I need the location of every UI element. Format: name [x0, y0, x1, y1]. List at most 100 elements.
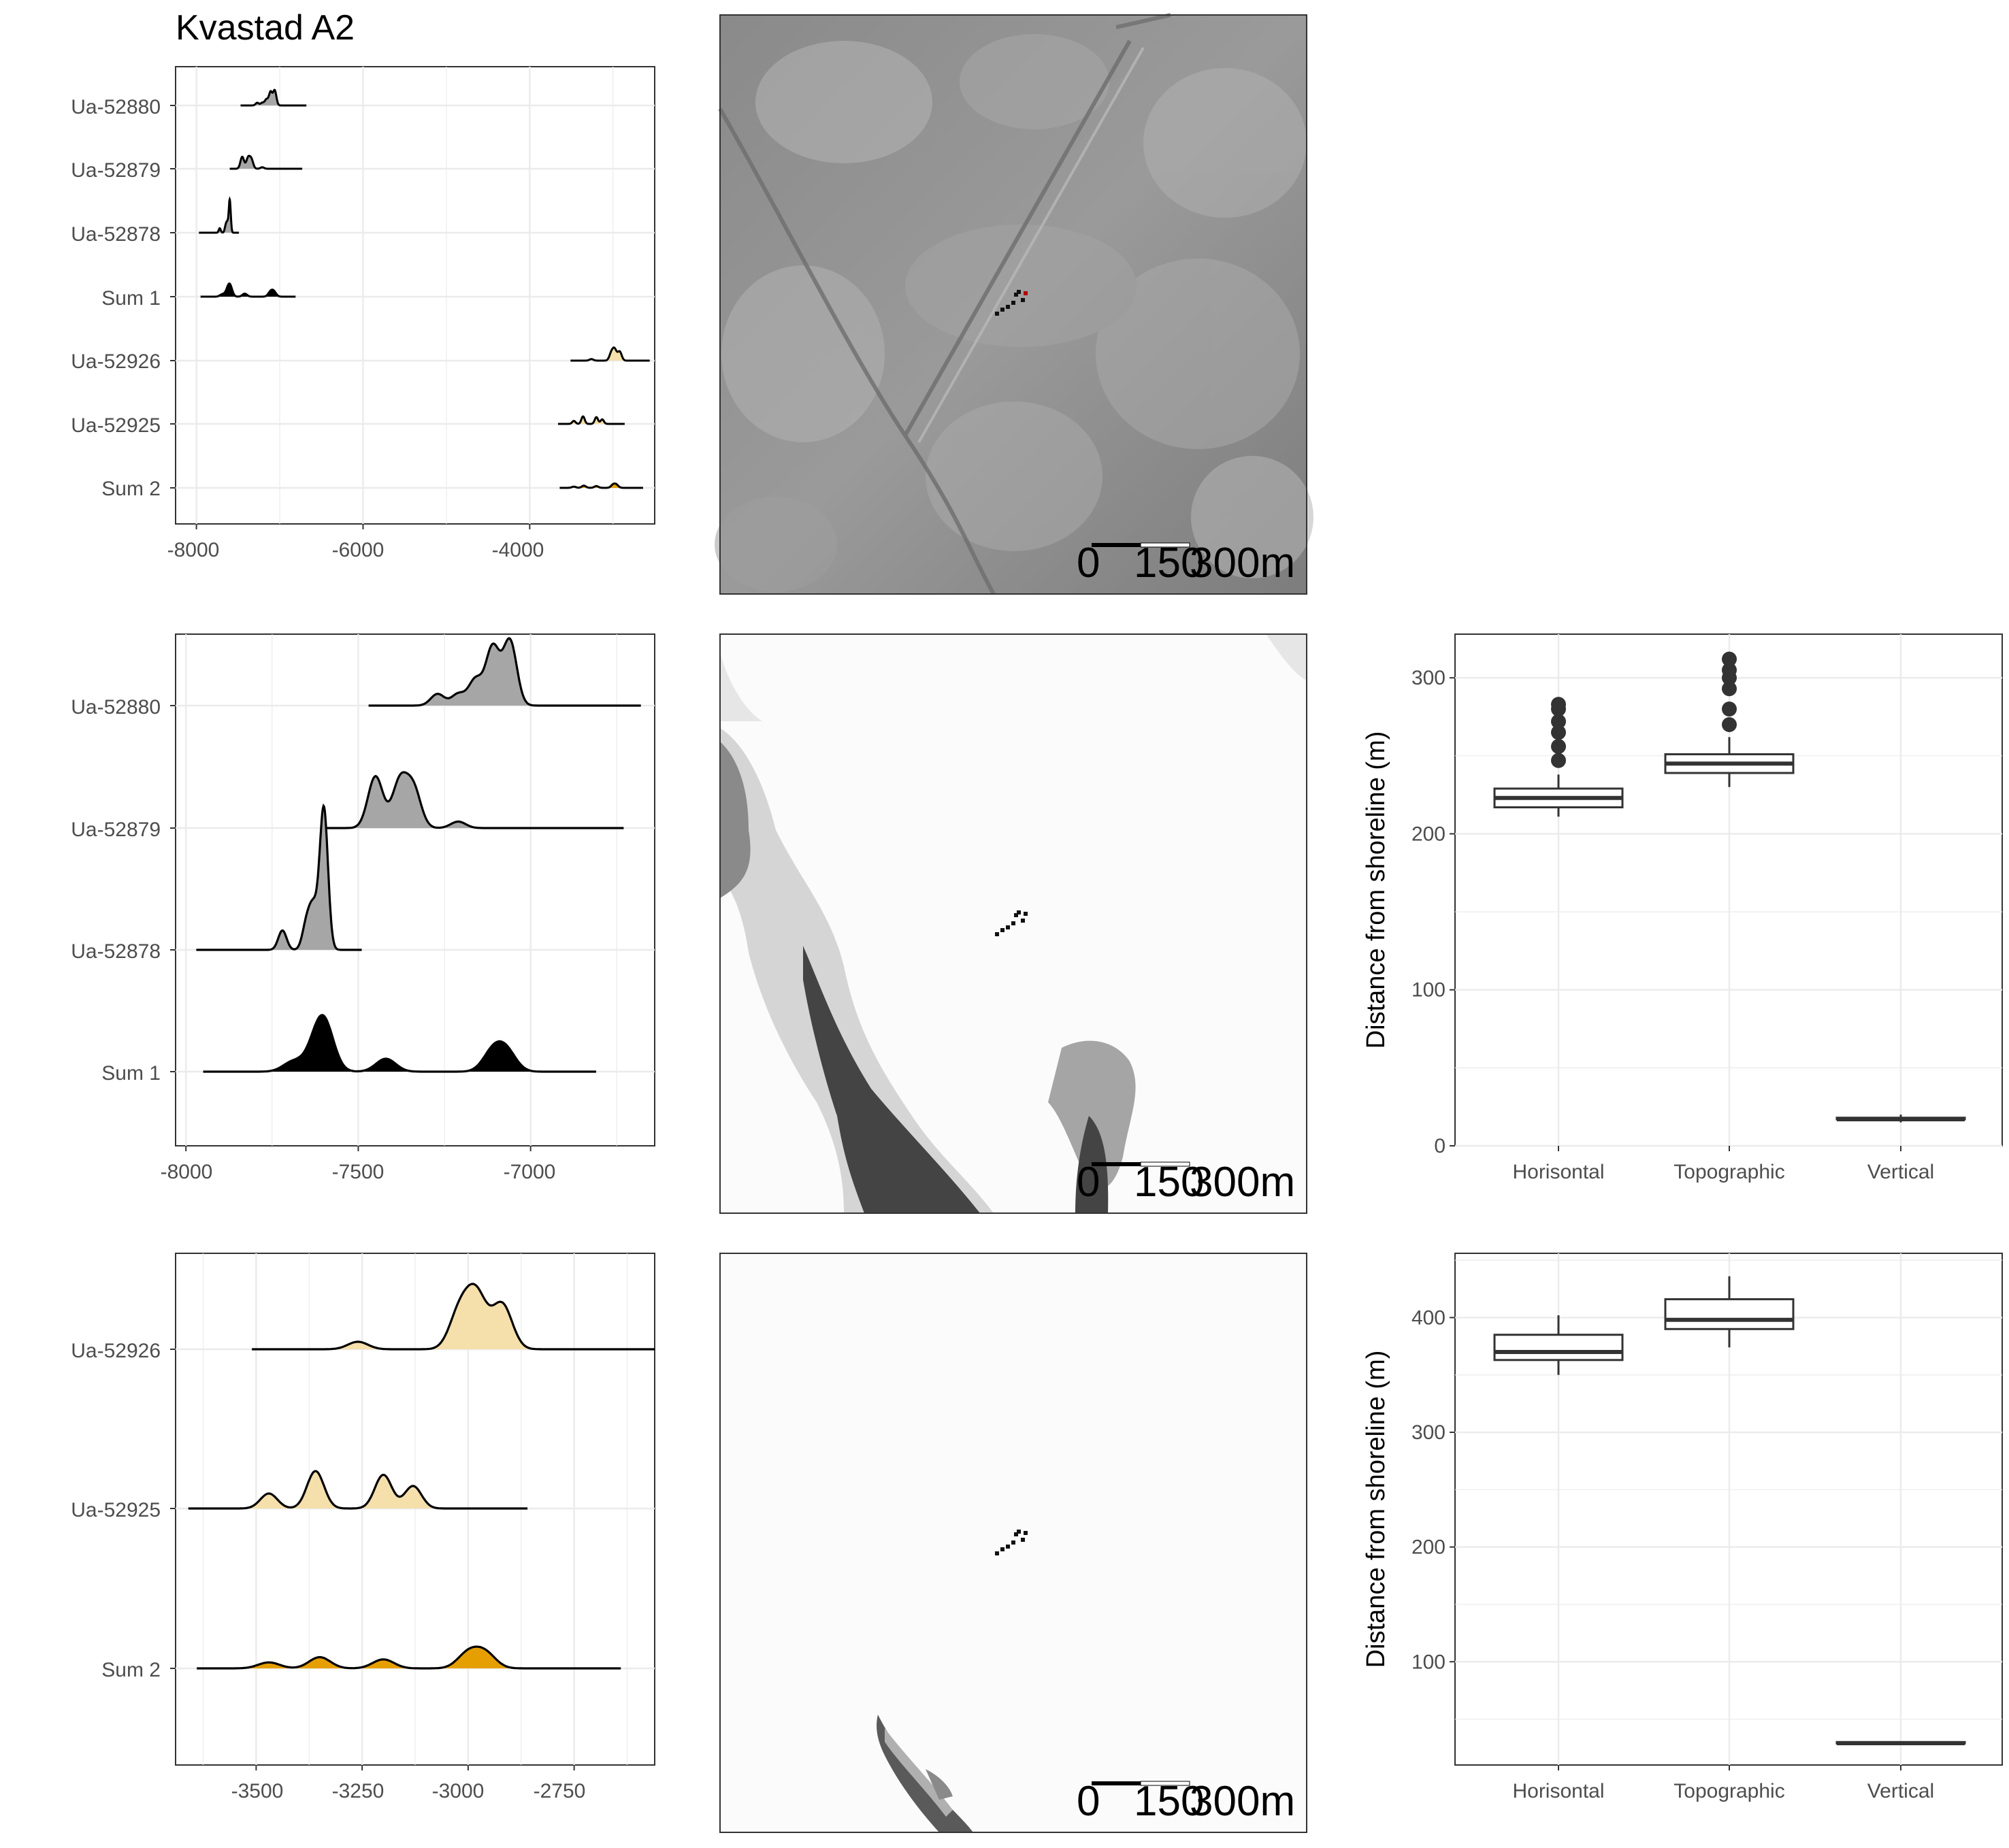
scale-label: 150	[1134, 540, 1204, 587]
x-tick-label: -7000	[504, 1161, 556, 1183]
panel-border	[175, 633, 655, 1146]
box	[1664, 1298, 1795, 1330]
scale-bar: 0 150 300m	[1077, 540, 1295, 587]
ridges	[199, 88, 650, 489]
ridgeline-overview-panel: Ua-52880 Ua-52879 Ua-52878 Sum 1 Ua-5292…	[71, 66, 655, 561]
ridge-fill	[240, 90, 307, 105]
x-tick-label: -6000	[332, 539, 385, 561]
outlier-point	[1551, 714, 1566, 729]
boxes	[1493, 651, 1966, 1123]
x-tick-label: Horisontal	[1512, 1780, 1604, 1802]
site-points	[995, 290, 1028, 316]
outlier-point	[1722, 716, 1737, 732]
ridges	[188, 1283, 655, 1670]
scale-label: 300m	[1190, 540, 1295, 587]
y-tick-label: 300	[1411, 1421, 1446, 1444]
shoreline-map-group2: 0 150 300m	[719, 1253, 1307, 1833]
scale-label: 0	[1077, 540, 1100, 587]
ridge-line	[197, 1645, 621, 1670]
ridge-fill	[203, 1014, 596, 1072]
boxplot-group2-panel: 100 200 300 400 Horisontal Topographic Vert…	[1362, 1253, 2003, 1802]
hillshade-map: 0 150 300m	[715, 13, 1313, 595]
y-axis-title: Distance from shoreline (m)	[1362, 1351, 1390, 1668]
y-tick-label: Sum 2	[101, 1659, 161, 1681]
y-axis-title: Distance from shoreline (m)	[1362, 731, 1390, 1049]
y-tick-label: Ua-52878	[71, 940, 161, 963]
ridge-line	[229, 154, 303, 170]
outlier-point	[1722, 702, 1737, 717]
x-axis-labels: -8000 -7500 -7000	[161, 1161, 556, 1183]
ridge-line	[196, 803, 362, 951]
x-tick-label: -3500	[231, 1780, 284, 1802]
scale-bar: 0 150 300m	[1077, 1778, 1295, 1825]
outlier-point	[1551, 753, 1566, 768]
scale-label: 150	[1134, 1159, 1204, 1206]
ridge-line	[570, 346, 650, 362]
ridge-fill	[323, 772, 624, 828]
outlier-point	[1722, 662, 1737, 678]
x-tick-label: -8000	[167, 539, 220, 561]
x-tick-label: -4000	[492, 539, 544, 561]
y-tick-label: Ua-52926	[71, 1340, 161, 1362]
site-points	[995, 910, 1028, 936]
y-tick-label: Ua-52880	[71, 696, 161, 719]
ridges	[196, 637, 641, 1073]
ridge-fill	[368, 638, 641, 706]
ridge-line	[200, 282, 296, 298]
map-border	[719, 633, 1307, 1214]
y-axis-labels: Ua-52880 Ua-52879 Ua-52878 Sum 1 Ua-5292…	[71, 96, 161, 500]
scale-label: 0	[1077, 1778, 1100, 1825]
y-tick-label: Ua-52925	[71, 414, 161, 437]
x-tick-label: -7500	[332, 1161, 385, 1183]
y-tick-label: Sum 1	[101, 1062, 161, 1085]
scale-label: 300m	[1190, 1778, 1295, 1825]
y-tick-label: 100	[1411, 979, 1446, 1002]
terrain-relief	[715, 34, 1313, 592]
y-tick-label: Ua-52880	[71, 96, 161, 118]
figure-title: Kvastad A2	[176, 8, 355, 48]
x-axis-labels: Horisontal Topographic Vertical	[1512, 1780, 1934, 1802]
outlier-point	[1551, 725, 1566, 740]
y-tick-label: Sum 1	[101, 287, 161, 310]
y-tick-label: Ua-52879	[71, 159, 161, 182]
y-tick-label: 300	[1411, 667, 1446, 689]
x-axis-labels: -3500 -3250 -3000 -2750	[231, 1780, 586, 1802]
x-tick-label: -2750	[534, 1780, 586, 1802]
site-points	[995, 1530, 1028, 1555]
x-tick-label: -8000	[161, 1161, 213, 1183]
gridlines	[1450, 634, 2002, 1151]
map-border	[719, 1253, 1307, 1833]
scale-label: 150	[1134, 1778, 1204, 1825]
y-tick-label: 100	[1411, 1651, 1446, 1673]
x-tick-label: Topographic	[1673, 1161, 1784, 1183]
boxes	[1493, 1276, 1966, 1745]
map-border	[719, 14, 1307, 595]
water-shading	[877, 1715, 973, 1832]
ridge-line	[558, 415, 625, 425]
y-tick-label: 200	[1411, 1536, 1446, 1559]
outlier-point	[1722, 651, 1737, 667]
ridge-line	[559, 482, 643, 489]
y-tick-label: Sum 2	[101, 478, 161, 500]
y-axis-labels: Ua-52880 Ua-52879 Ua-52878 Sum 1	[71, 696, 161, 1085]
ridgeline-group1-panel: Ua-52880 Ua-52879 Ua-52878 Sum 1 -8000 -…	[71, 633, 655, 1183]
box	[1493, 1334, 1624, 1362]
ridge-line	[323, 771, 624, 829]
x-tick-label: Vertical	[1867, 1161, 1934, 1183]
boxplot-group1-panel: 0 100 200 300 Horisontal Topographic Vertic…	[1362, 633, 2003, 1183]
y-axis-labels: 100 200 300 400	[1411, 1306, 1446, 1673]
outlier-point	[1551, 697, 1566, 712]
ridge-line	[368, 637, 641, 707]
x-axis-labels: Horisontal Topographic Vertical	[1512, 1161, 1934, 1183]
shoreline-map-group1: 0 150 300m	[719, 633, 1307, 1214]
y-axis-labels: 0 100 200 300	[1411, 667, 1446, 1157]
scale-label: 0	[1077, 1159, 1100, 1206]
ridge-line	[240, 88, 307, 107]
ridge-line	[199, 196, 240, 234]
panel-border	[175, 66, 655, 525]
y-tick-label: 200	[1411, 823, 1446, 845]
x-tick-label: -3250	[332, 1780, 385, 1802]
scale-bar: 0 150 300m	[1077, 1159, 1295, 1206]
outlier-point	[1722, 681, 1737, 697]
ridgeline-group2-panel: Ua-52926 Ua-52925 Sum 2 -3500 -3250 -300…	[71, 1253, 655, 1802]
